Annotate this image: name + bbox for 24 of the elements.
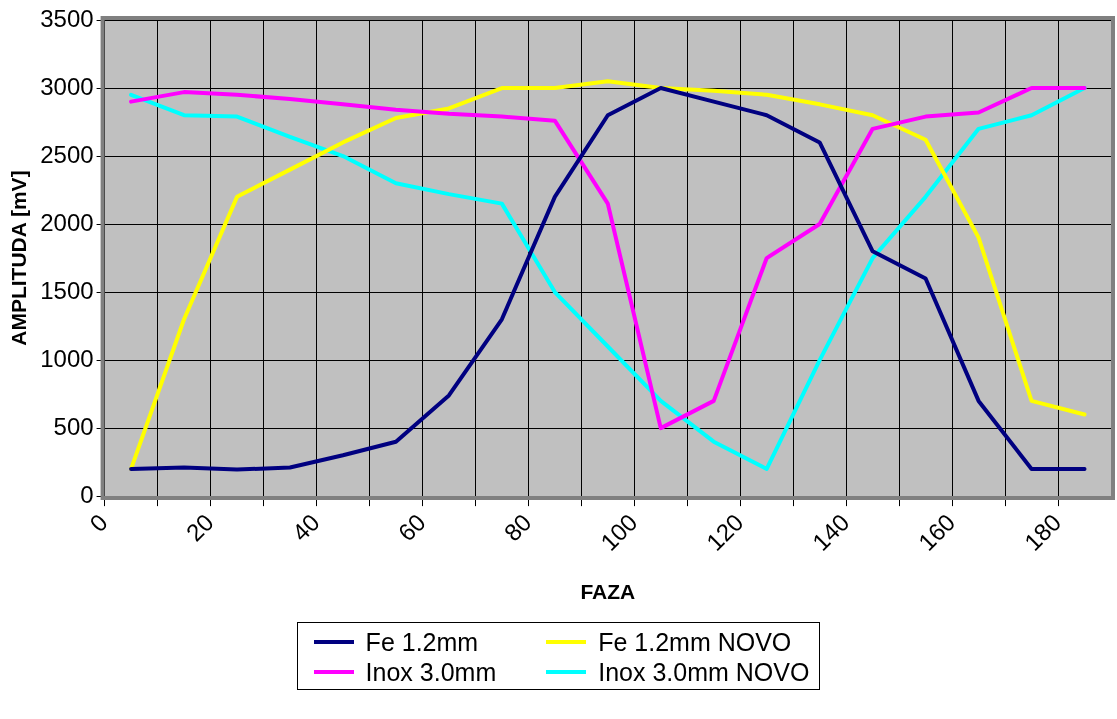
x-tick-label: 100 bbox=[595, 508, 643, 556]
x-tick-label: 120 bbox=[701, 508, 749, 556]
y-tick-label: 1500 bbox=[40, 276, 94, 304]
y-tick-label: 2500 bbox=[40, 140, 94, 168]
legend-label: Fe 1.2mm NOVO bbox=[598, 627, 792, 657]
legend-label: Fe 1.2mm bbox=[365, 627, 479, 657]
y-tick-label: 1000 bbox=[40, 344, 94, 372]
y-tick-label: 0 bbox=[80, 480, 94, 508]
x-tick-label: 160 bbox=[912, 508, 961, 556]
y-tick-label: 500 bbox=[53, 412, 94, 440]
x-tick-label: 60 bbox=[392, 508, 431, 547]
x-tick-label: 20 bbox=[180, 508, 219, 547]
y-tick-label: 3500 bbox=[40, 4, 94, 32]
legend-label: Inox 3.0mm bbox=[365, 657, 497, 687]
legend-label: Inox 3.0mm NOVO bbox=[598, 657, 810, 687]
y-tick-label: 3000 bbox=[40, 72, 94, 100]
x-tick-label: 40 bbox=[286, 508, 325, 547]
x-tick-label: 80 bbox=[498, 508, 537, 547]
x-tick-label: 0 bbox=[84, 508, 113, 537]
y-tick-label: 2000 bbox=[40, 208, 94, 236]
x-axis-title: FAZA bbox=[580, 580, 636, 604]
x-tick-label: 180 bbox=[1018, 508, 1067, 556]
y-axis-title: AMPLITUDA [mV] bbox=[7, 170, 31, 346]
x-tick-label: 140 bbox=[806, 508, 855, 556]
